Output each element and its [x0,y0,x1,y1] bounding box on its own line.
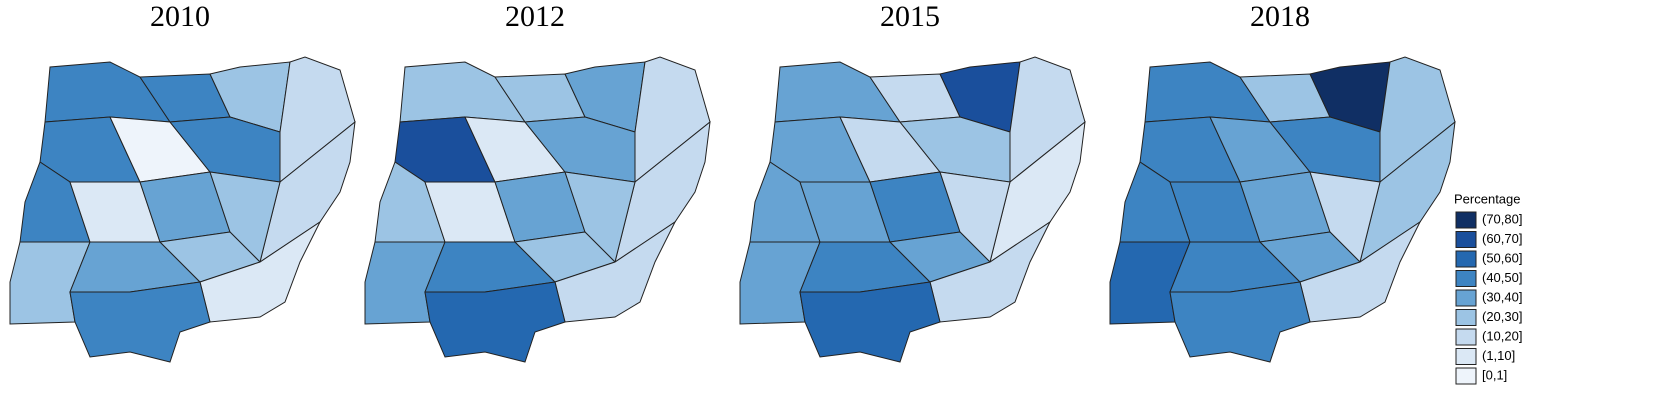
map-title: 2018 [1250,0,1310,33]
region [554,220,677,323]
region [929,220,1052,323]
legend-swatch [1455,309,1477,326]
map-title: 2015 [880,0,940,33]
legend-label: [0,1] [1482,367,1507,382]
map [1109,56,1456,363]
legend-swatch [1455,328,1477,346]
legend-label: (20,30] [1482,309,1522,324]
region [69,281,211,363]
legend-title: Percentage [1454,191,1521,206]
region [799,281,941,363]
legend-swatch [1455,270,1477,287]
region [1169,281,1311,363]
legend-label: (70,80] [1482,211,1522,226]
legend-swatch [1455,231,1477,248]
map-title: 2012 [505,0,565,33]
legend-label: (50,60] [1482,250,1522,265]
legend-swatch [1455,211,1477,229]
legend-label: (1,10] [1482,348,1515,363]
legend-swatch [1455,348,1477,365]
map [739,56,1086,363]
legend-label: (30,40] [1482,289,1522,304]
legend-swatch [1455,289,1477,307]
legend-label: (60,70] [1482,231,1522,246]
map-title: 2010 [150,0,210,33]
region [199,220,322,323]
map [9,56,356,363]
region [1299,220,1422,323]
legend-label: (10,20] [1482,328,1522,343]
legend-swatch [1455,250,1477,268]
region [899,116,1011,183]
legend-swatch [1455,367,1477,385]
map [364,56,711,363]
region [524,116,636,183]
region [1269,116,1381,183]
legend-label: (40,50] [1482,270,1522,285]
region [169,116,281,183]
region [424,281,566,363]
